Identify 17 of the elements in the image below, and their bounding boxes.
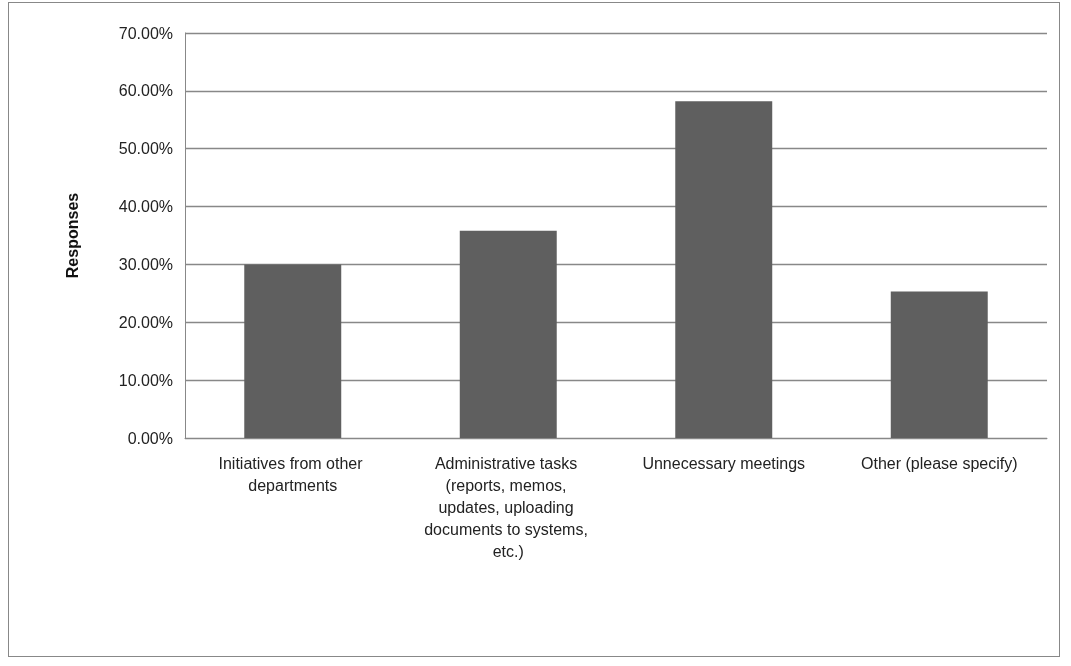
y-tick-label: 30.00% [118, 255, 173, 273]
y-tick-label: 10.00% [118, 371, 173, 389]
x-tick-label: Other (please specify) [860, 454, 1018, 472]
bar [890, 291, 988, 438]
y-tick-label: 0.00% [127, 429, 173, 447]
x-tick-label: Administrative tasks (reports, memos, updates, uploading documents to systems, etc.) [424, 454, 593, 560]
bar [675, 101, 773, 438]
y-tick-label: 40.00% [118, 198, 173, 216]
y-tick-label: 70.00% [118, 24, 173, 42]
bar [459, 230, 557, 438]
y-tick-label: 20.00% [118, 313, 173, 331]
y-tick-label: 50.00% [118, 140, 173, 158]
y-tick-label: 60.00% [118, 82, 173, 100]
y-axis-title: Responses [63, 192, 81, 279]
x-tick-label: Initiatives from other departments [218, 454, 367, 494]
x-tick-label: Unnecessary meetings [642, 454, 806, 472]
bar [244, 264, 342, 438]
